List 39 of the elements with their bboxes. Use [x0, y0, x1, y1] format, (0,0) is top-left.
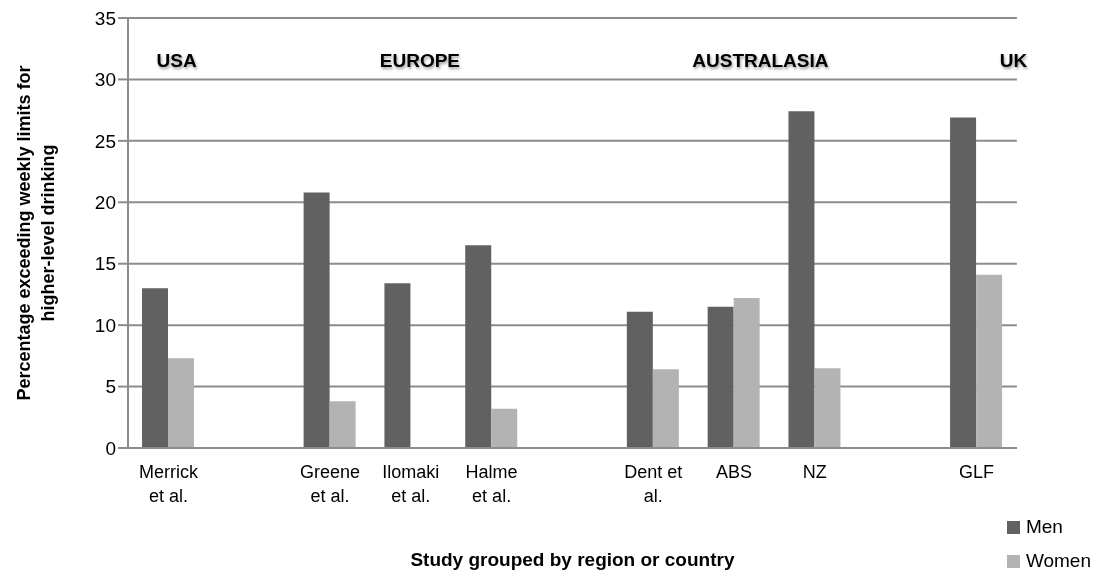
bar: [976, 274, 1003, 448]
x-tick-label: Halme et al.: [465, 462, 518, 506]
y-tick-label: 25: [94, 130, 116, 152]
bar: [788, 111, 815, 448]
bar: [491, 408, 518, 448]
y-tick-label: 35: [94, 7, 116, 29]
x-tick-label: ABS: [716, 462, 753, 482]
annotation: EUROPE: [379, 50, 461, 72]
bar: [652, 369, 679, 448]
bar: [168, 358, 194, 448]
bar: [142, 288, 168, 448]
x-axis-title: Study grouped by region or country: [410, 549, 735, 570]
x-tick-label: GLF: [958, 462, 994, 482]
y-tick-label: 5: [105, 376, 116, 398]
bar: [384, 283, 411, 448]
bar: [733, 298, 760, 448]
y-tick-label: 10: [94, 314, 116, 336]
x-tick-label: Greene et al.: [299, 462, 361, 506]
legend-label: Men: [1025, 515, 1063, 539]
y-tick-label: 15: [94, 253, 116, 275]
bar: [465, 245, 492, 448]
x-tick-label: Merrick et al.: [138, 462, 199, 506]
bar: [950, 117, 977, 448]
annotation: USA: [156, 50, 197, 72]
legend-label: Women: [1025, 549, 1091, 573]
annotation: UK: [999, 50, 1028, 72]
bar: [814, 368, 841, 448]
bar: [329, 401, 356, 448]
x-tick-label: NZ: [802, 462, 827, 482]
y-tick-label: 20: [94, 192, 116, 214]
bar: [707, 306, 734, 448]
x-tick-label: Ilomaki et al.: [382, 462, 440, 506]
y-tick-label: 0: [105, 437, 116, 459]
x-tick-label: Dent et al.: [624, 462, 683, 506]
bar: [303, 192, 330, 448]
y-axis-title: Percentage exceeding weekly limits for higher-level drinking: [14, 65, 58, 401]
annotation: AUSTRALASIA: [692, 50, 829, 72]
y-tick-label: 30: [94, 69, 116, 91]
bar: [626, 311, 653, 448]
